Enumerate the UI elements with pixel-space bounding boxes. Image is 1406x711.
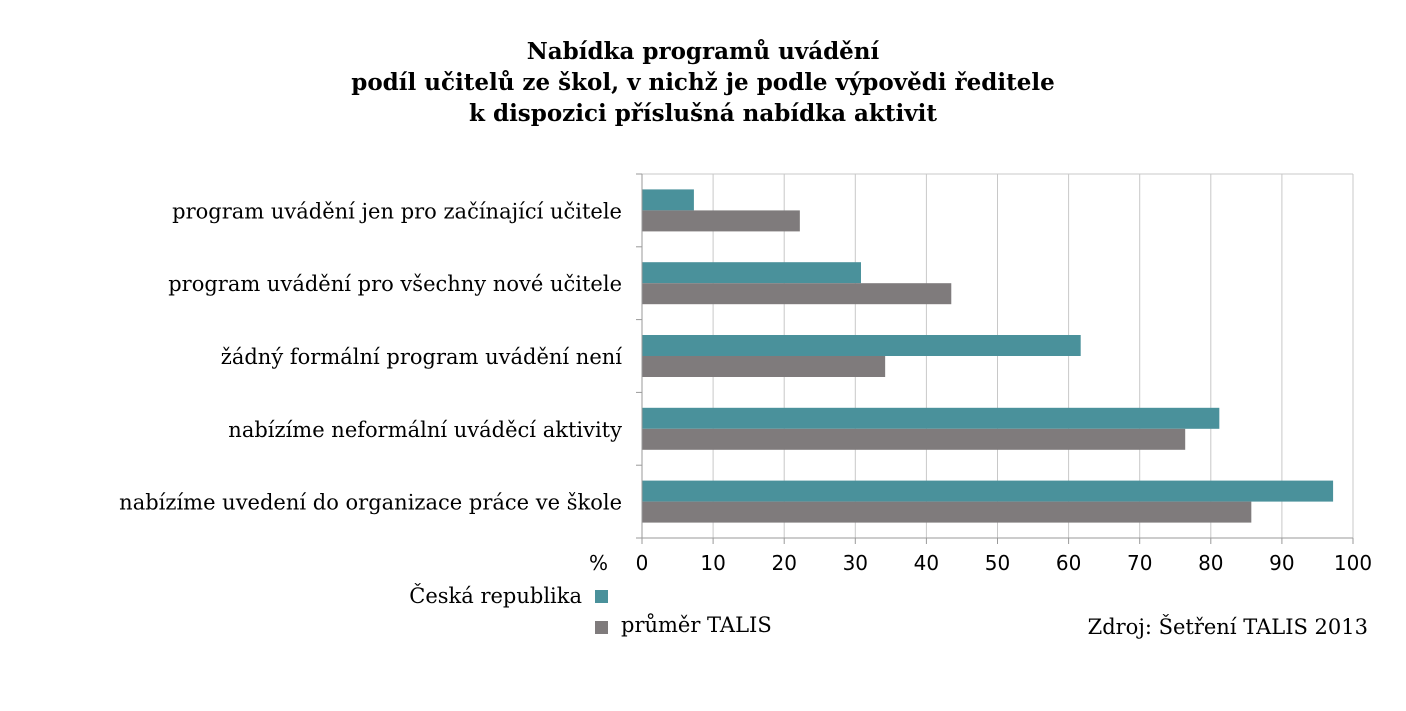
labels-layer: 0 10 20 30 40 50 60 70 80 90 100 program uvádění je… [119,199,1372,575]
x-tick-label-40: 40 [914,551,939,575]
chart-title: Nabídka programů uvádění podíl učitelů z… [0,36,1406,129]
axis-layer [636,173,1354,544]
x-tick-label-30: 30 [843,551,868,575]
title-line-3: k dispozici příslušná nabídka aktivit [469,100,937,127]
legend-swatch-cr [595,590,608,603]
x-tick-label-90: 90 [1269,551,1294,575]
x-tick-label-0: 0 [636,551,649,575]
x-tick-label-60: 60 [1056,551,1081,575]
bar-talis-3 [642,428,1186,450]
category-label-2: žádný formální program uvádění není [221,345,622,369]
bar-cr-4 [642,480,1334,502]
legend: Česká republika průměr TALIS [409,583,771,637]
category-label-3: nabízíme neformální uváděcí aktivity [228,418,622,442]
bar-talis-2 [642,356,886,377]
legend-label-cr: Česká republika [409,583,582,608]
x-tick-label-20: 20 [771,551,796,575]
title-line-1: Nabídka programů uvádění [526,38,880,65]
category-label-4: nabízíme uvedení do organizace práce ve … [119,491,622,515]
bar-talis-4 [642,501,1252,523]
category-label-1: program uvádění pro všechny nové učitele [168,272,622,296]
x-tick-label-100: 100 [1334,551,1372,575]
x-tick-label-80: 80 [1198,551,1223,575]
legend-label-talis: průměr TALIS [621,613,772,637]
legend-swatch-talis [595,621,608,634]
bar-talis-0 [642,210,800,232]
x-tick-label-70: 70 [1127,551,1152,575]
x-tick-label-10: 10 [700,551,725,575]
title-line-2: podíl učitelů ze škol, v nichž je podle … [351,69,1055,96]
bars-layer [642,189,1334,523]
bar-cr-1 [642,262,861,284]
x-tick-label-50: 50 [985,551,1010,575]
bar-talis-1 [642,283,952,305]
bar-cr-3 [642,407,1220,429]
category-label-0: program uvádění jen pro začínající učite… [172,199,622,223]
x-axis-unit-label: % [589,551,608,575]
source-note: Zdroj: Šetření TALIS 2013 [1088,614,1368,639]
bar-cr-0 [642,189,694,211]
bar-cr-2 [642,335,1081,356]
